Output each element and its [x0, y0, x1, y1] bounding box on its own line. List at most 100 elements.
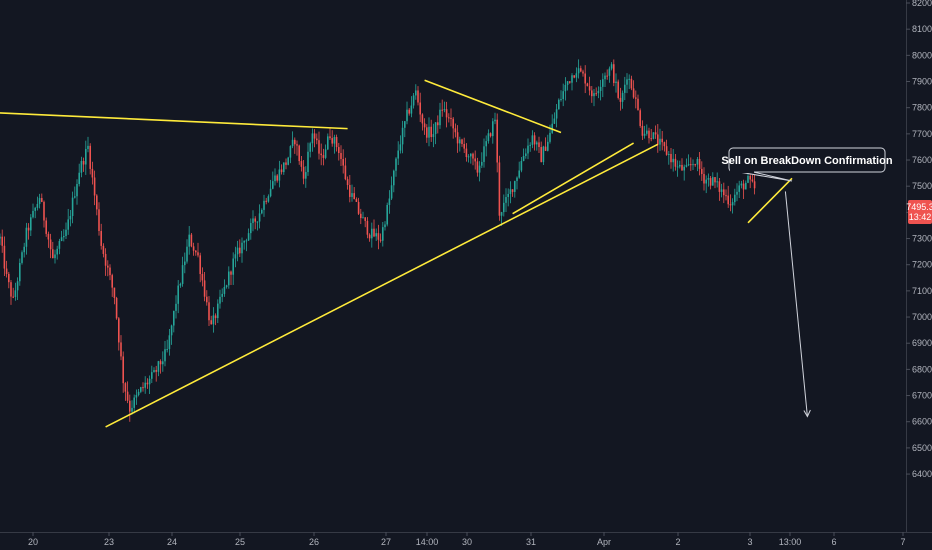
candle-body — [212, 315, 215, 325]
candle-body — [610, 64, 613, 69]
candle-body — [555, 109, 558, 119]
candle-body — [27, 227, 30, 231]
candle-body — [410, 105, 413, 114]
projection-line[interactable] — [784, 191, 808, 417]
candle-body — [690, 164, 692, 166]
candle-body — [580, 68, 582, 72]
candle-body — [382, 227, 384, 241]
candle-body — [599, 86, 602, 91]
candle-body — [738, 185, 740, 192]
candle-body — [91, 168, 94, 178]
candle-body — [221, 293, 223, 297]
candle-body — [300, 161, 303, 167]
price-tick-label: 7500.0 — [912, 181, 932, 191]
candle-body — [340, 153, 342, 159]
trendline-descending-resistance[interactable] — [0, 112, 348, 130]
candle-body — [705, 179, 707, 184]
candle-body — [302, 166, 305, 179]
candle-body — [67, 219, 69, 230]
candle-body — [60, 237, 63, 242]
candle-body — [617, 81, 619, 98]
candle-body — [190, 234, 193, 247]
candle-body — [698, 159, 701, 169]
candle-body — [472, 153, 474, 159]
candle-body — [674, 158, 677, 167]
candle-body — [718, 181, 721, 192]
candle-body — [747, 175, 749, 183]
time-axis[interactable]: 20 23 24 25 26 27 14:00 30 31 Apr 2 3 13:00 6 7 — [28, 532, 906, 547]
candle-body — [71, 197, 74, 217]
trendline-lower-trend-support[interactable] — [105, 143, 659, 428]
candle-body — [646, 130, 648, 134]
candle-body — [676, 166, 679, 168]
candle-body — [628, 78, 630, 80]
candle-body — [613, 64, 615, 83]
candle-body — [448, 117, 450, 119]
candle-body — [208, 302, 210, 321]
candle-body — [536, 142, 538, 145]
price-tick-label: 7900.0 — [912, 77, 932, 87]
candle-body — [322, 155, 325, 158]
candle-body — [489, 133, 492, 137]
candle-body — [450, 117, 452, 119]
trendline-flag-upper-trendline[interactable] — [424, 79, 562, 134]
candle-body — [355, 199, 358, 202]
callout-box — [728, 147, 886, 173]
candle-body — [443, 109, 446, 111]
candle-body — [379, 239, 382, 241]
trendline-flag-lower-trendline[interactable] — [512, 142, 635, 215]
candle-body — [331, 138, 333, 144]
candle-body — [52, 249, 54, 259]
candle-body — [294, 139, 296, 145]
candle-body — [564, 84, 567, 92]
candle-body — [175, 303, 177, 311]
candle-body — [197, 252, 199, 256]
candle-body — [291, 139, 294, 147]
candle-body — [353, 193, 355, 200]
candle-body — [168, 335, 171, 350]
candle-body — [694, 164, 696, 166]
candle-body — [278, 169, 281, 181]
candle-body — [668, 153, 670, 155]
candle-body — [192, 246, 195, 251]
candle-body — [573, 75, 575, 78]
candle-body — [549, 132, 551, 142]
candle-body — [146, 382, 149, 385]
candle-body — [635, 97, 637, 99]
candle-body — [509, 189, 512, 194]
candle-body — [419, 102, 421, 115]
candle-body — [258, 213, 261, 222]
candle-body — [179, 283, 182, 286]
candle-body — [265, 200, 267, 202]
candle-body — [113, 287, 116, 298]
candle-body — [199, 255, 201, 275]
candle-body — [654, 132, 657, 135]
candle-body — [432, 134, 435, 138]
candle-body — [470, 153, 472, 157]
price-tick-label: 7300.0 — [912, 234, 932, 244]
candle-body — [173, 310, 175, 326]
candle-body — [386, 205, 388, 225]
candle-body — [243, 240, 245, 243]
candle-body — [663, 142, 666, 147]
candle-body — [492, 121, 494, 137]
time-tick-label: 23 — [104, 537, 114, 547]
candle-body — [252, 218, 254, 224]
candle-body — [280, 169, 283, 173]
candle-body — [38, 198, 41, 204]
candle-body — [82, 161, 85, 165]
candle-body — [643, 133, 646, 136]
candle-body — [456, 132, 459, 144]
candle-body — [32, 210, 34, 218]
candle-body — [562, 91, 564, 100]
candle-body — [1, 236, 3, 246]
candle-body — [23, 246, 25, 253]
trendline-micro-trendline[interactable] — [747, 177, 793, 224]
candle-body — [162, 361, 164, 365]
candle-body — [703, 174, 705, 184]
price-tick-label: 7200.0 — [912, 260, 932, 270]
candle-body — [740, 183, 743, 186]
candle-body — [516, 177, 518, 182]
